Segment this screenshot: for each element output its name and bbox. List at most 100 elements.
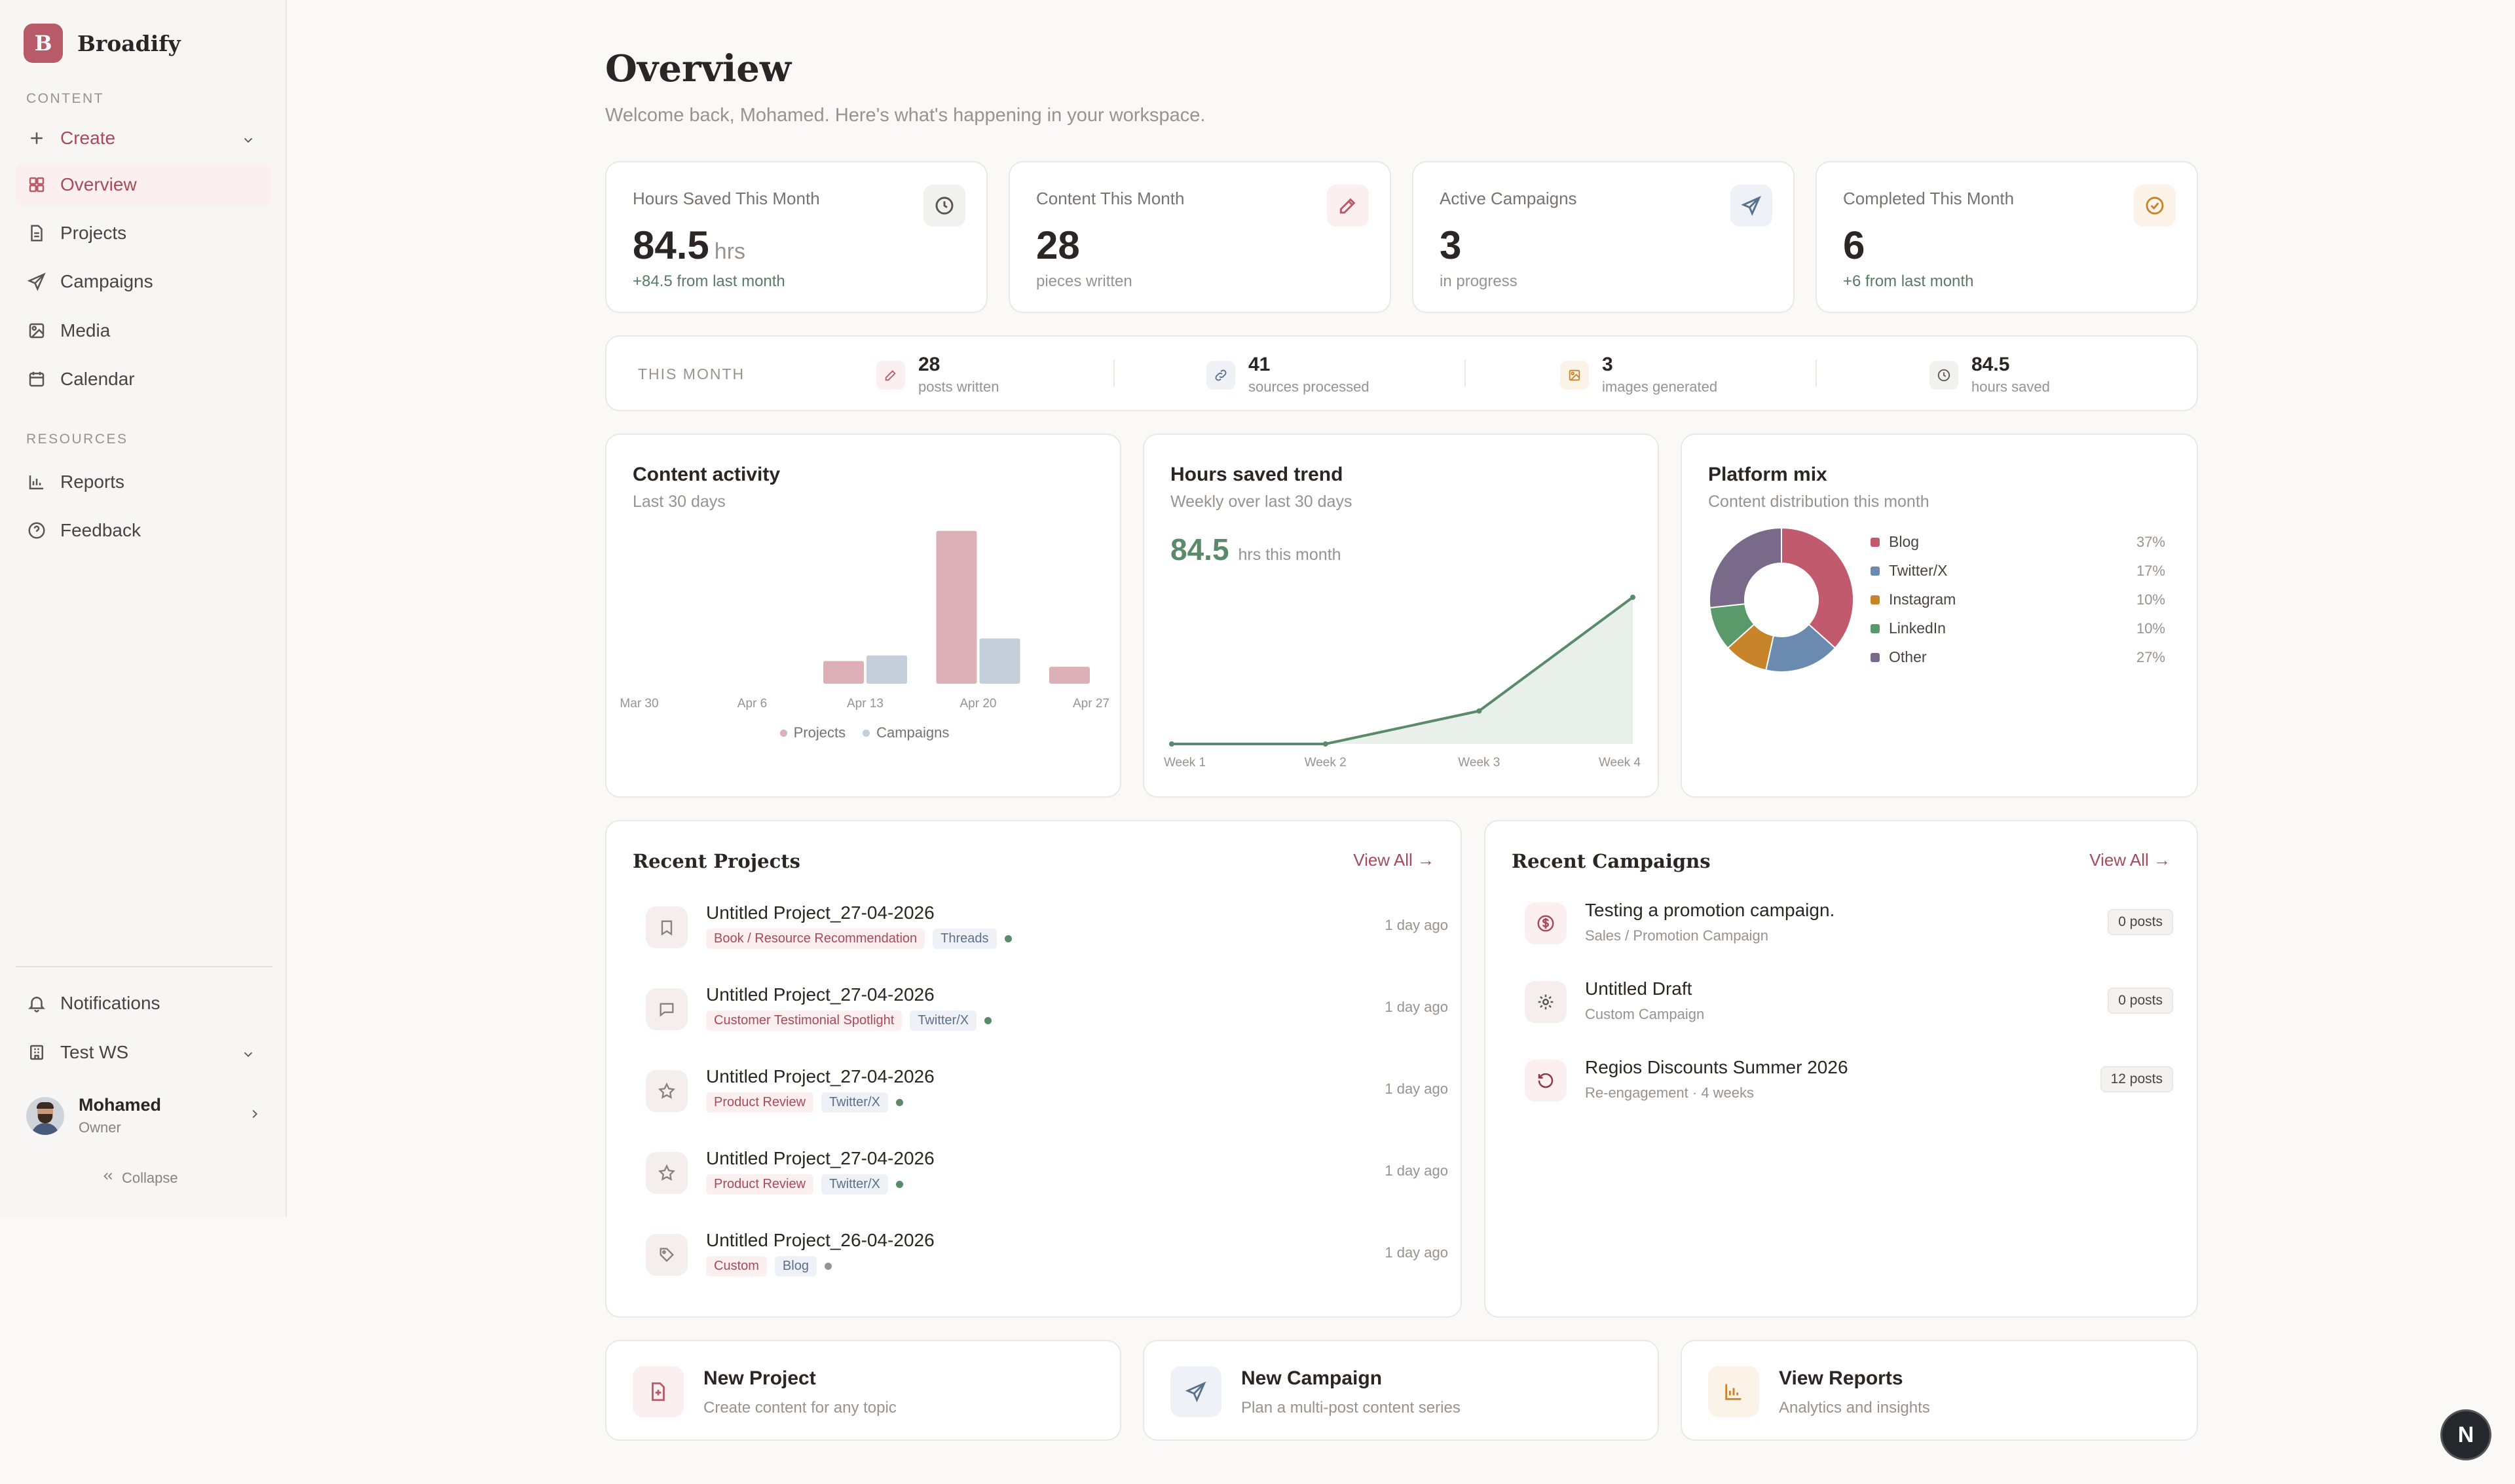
stat-sub: +84.5 from last month: [633, 272, 785, 290]
stat-value: 84.5 hrs: [633, 223, 746, 267]
project-name: Untitled Project_27-04-2026: [706, 902, 935, 923]
strip-value: 84.5: [1971, 354, 2010, 375]
sidebar-item-campaigns[interactable]: Campaigns: [16, 260, 271, 303]
section-label-content: CONTENT: [26, 91, 104, 106]
strip-value: 3: [1602, 354, 1613, 375]
type-tag: Custom: [706, 1256, 767, 1276]
tag-icon: [646, 1234, 688, 1276]
project-name: Untitled Project_27-04-2026: [706, 1066, 935, 1086]
collapse-button[interactable]: Collapse: [101, 1169, 178, 1187]
sidebar-divider: [16, 966, 272, 967]
legend-swatch: [1871, 652, 1880, 662]
sidebar-item-overview[interactable]: Overview: [16, 163, 271, 206]
sidebar-item-notifications[interactable]: Notifications: [16, 982, 271, 1025]
legend-pct: 37%: [2136, 533, 2165, 550]
trend-point: [1169, 741, 1174, 747]
workspace-switcher[interactable]: Test WS: [16, 1031, 271, 1074]
stat-value: 28: [1036, 223, 1080, 267]
grid-icon: [26, 174, 47, 195]
strip-item-hours: 84.5 hours saved: [1929, 355, 2050, 396]
legend-swatch: [779, 729, 787, 737]
sidebar-item-label: Reports: [60, 472, 125, 492]
strip-divider: [1464, 360, 1466, 386]
file-plus-icon: [633, 1366, 684, 1417]
x-tick-label: Apr 6: [737, 697, 767, 711]
workspace-label: Test WS: [60, 1042, 129, 1062]
project-row[interactable]: Untitled Project_26-04-2026 Custom Blog 1…: [646, 1227, 1448, 1293]
legend-row-linkedin: LinkedIn 10%: [1871, 620, 2165, 637]
campaign-name: Testing a promotion campaign.: [1585, 900, 1835, 920]
stat-value: 3: [1440, 223, 1462, 267]
sidebar-item-calendar[interactable]: Calendar: [16, 358, 271, 401]
user-name: Mohamed: [79, 1095, 162, 1115]
sidebar-item-media[interactable]: Media: [16, 309, 271, 352]
check-circle-icon: [2134, 185, 2176, 227]
type-tag: Customer Testimonial Spotlight: [706, 1011, 903, 1031]
stat-card-hours-saved: Hours Saved This Month 84.5 hrs +84.5 fro…: [605, 161, 988, 313]
chevron-down-icon: [241, 1045, 255, 1066]
hours-trend-card: Hours saved trend Weekly over last 30 da…: [1143, 434, 1659, 798]
sidebar-item-label: Calendar: [60, 369, 135, 389]
stat-label: Active Campaigns: [1440, 189, 1577, 208]
project-row[interactable]: Untitled Project_27-04-2026 Customer Tes…: [646, 982, 1448, 1047]
campaign-row[interactable]: Testing a promotion campaign. Sales / Pr…: [1525, 900, 2173, 965]
sidebar-item-feedback[interactable]: Feedback: [16, 509, 271, 552]
platform-tag: Blog: [774, 1256, 817, 1276]
campaign-row[interactable]: Regios Discounts Summer 2026 Re-engageme…: [1525, 1057, 2173, 1122]
legend-pct: 17%: [2136, 562, 2165, 579]
status-dot: [895, 1181, 903, 1188]
project-row[interactable]: Untitled Project_27-04-2026 Product Revi…: [646, 1145, 1448, 1211]
campaign-row[interactable]: Untitled Draft Custom Campaign 0 posts: [1525, 978, 2173, 1044]
sidebar-item-label: Campaigns: [60, 271, 153, 291]
trend-big-value: 84.5: [1170, 532, 1229, 566]
post-count-badge: 0 posts: [2108, 988, 2173, 1014]
stat-sub: in progress: [1440, 272, 1518, 290]
action-title: New Project: [703, 1367, 816, 1389]
status-dot: [895, 1099, 903, 1106]
x-tick-label: Week 1: [1164, 756, 1206, 770]
create-menu[interactable]: Create: [16, 117, 271, 160]
project-name: Untitled Project_26-04-2026: [706, 1230, 935, 1250]
chevron-down-icon: [241, 131, 255, 152]
strip-text: posts written: [918, 379, 999, 395]
stat-label: Completed This Month: [1843, 189, 2015, 208]
trend-area: [1172, 597, 1633, 744]
plus-icon: [26, 128, 47, 149]
image-icon: [1560, 361, 1589, 390]
send-icon: [1170, 1366, 1221, 1417]
calendar-icon: [26, 369, 47, 390]
legend-row-instagram: Instagram 10%: [1871, 591, 2165, 608]
project-row[interactable]: Untitled Project_27-04-2026 Product Revi…: [646, 1064, 1448, 1129]
bell-icon: [26, 993, 47, 1014]
floating-assistant-button[interactable]: N: [2440, 1409, 2491, 1460]
user-profile[interactable]: Mohamed Owner: [26, 1095, 262, 1136]
legend-swatch: [1871, 623, 1880, 633]
x-tick-label: Apr 13: [847, 697, 884, 711]
legend-label: Blog: [1889, 533, 1920, 550]
sidebar-item-projects[interactable]: Projects: [16, 212, 271, 255]
campaign-sub: Custom Campaign: [1585, 1006, 1705, 1022]
avatar: [26, 1096, 64, 1135]
card-subtitle: Last 30 days: [633, 492, 726, 511]
project-tags: Custom Blog: [706, 1256, 832, 1276]
stat-card-content: Content This Month 28 pieces written: [1009, 161, 1391, 313]
brand-logo[interactable]: B Broadify: [24, 24, 181, 63]
x-tick-label: Week 4: [1599, 756, 1641, 770]
bar-campaigns: [866, 655, 907, 684]
strip-text: images generated: [1602, 379, 1718, 395]
stat-label: Hours Saved This Month: [633, 189, 820, 208]
status-dot: [984, 1017, 992, 1024]
project-tags: Book / Resource Recommendation Threads: [706, 929, 1012, 949]
view-all-projects-link[interactable]: View All →: [1353, 850, 1434, 870]
legend-row-blog: Blog 37%: [1871, 533, 2165, 551]
new-campaign-action[interactable]: New Campaign Plan a multi-post content s…: [1143, 1340, 1659, 1441]
view-reports-action[interactable]: View Reports Analytics and insights: [1681, 1340, 2198, 1441]
project-row[interactable]: Untitled Project_27-04-2026 Book / Resou…: [646, 900, 1448, 965]
new-project-action[interactable]: New Project Create content for any topic: [605, 1340, 1121, 1441]
view-all-campaigns-link[interactable]: View All →: [2089, 850, 2170, 870]
project-time: 1 day ago: [1385, 1162, 1448, 1179]
project-name: Untitled Project_27-04-2026: [706, 1148, 935, 1168]
clock-icon: [923, 185, 965, 227]
type-tag: Product Review: [706, 1092, 814, 1113]
sidebar-item-reports[interactable]: Reports: [16, 460, 271, 504]
